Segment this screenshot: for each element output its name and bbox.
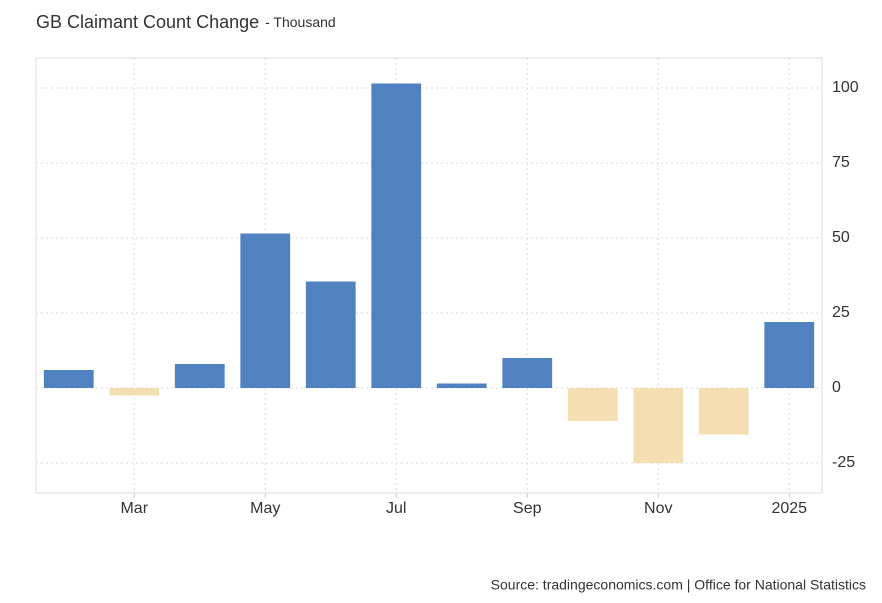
x-tick-label: Mar — [120, 500, 148, 517]
title: GB Claimant Count Change — [36, 12, 259, 32]
chart-title: GB Claimant Count Change - Thousand — [36, 12, 336, 32]
y-tick-label: 50 — [832, 229, 850, 246]
y-tick-label: 100 — [832, 79, 859, 96]
y-tick-label: 25 — [832, 304, 850, 321]
bar — [305, 281, 356, 388]
y-tick-label: -25 — [832, 454, 855, 471]
x-tick-label: Sep — [513, 500, 542, 517]
bar — [109, 388, 160, 396]
plot-frame — [35, 57, 823, 494]
bar — [764, 322, 815, 388]
bar — [633, 388, 684, 463]
subtitle: - Thousand — [265, 14, 336, 30]
y-tick-label: 0 — [832, 379, 841, 396]
source: Source: tradingeconomics.com | Office fo… — [491, 577, 866, 593]
bar — [698, 388, 749, 435]
bar — [371, 83, 422, 388]
x-tick-label: Nov — [644, 500, 672, 517]
bar — [502, 358, 553, 388]
y-tick-label: 75 — [832, 154, 850, 171]
bar — [240, 233, 291, 388]
bar — [567, 388, 618, 421]
bar — [43, 370, 94, 388]
bar — [436, 383, 487, 388]
x-tick-label: May — [250, 500, 280, 517]
x-tick-label: 2025 — [771, 500, 807, 517]
x-tick-label: Jul — [386, 500, 406, 517]
bar — [174, 364, 225, 388]
